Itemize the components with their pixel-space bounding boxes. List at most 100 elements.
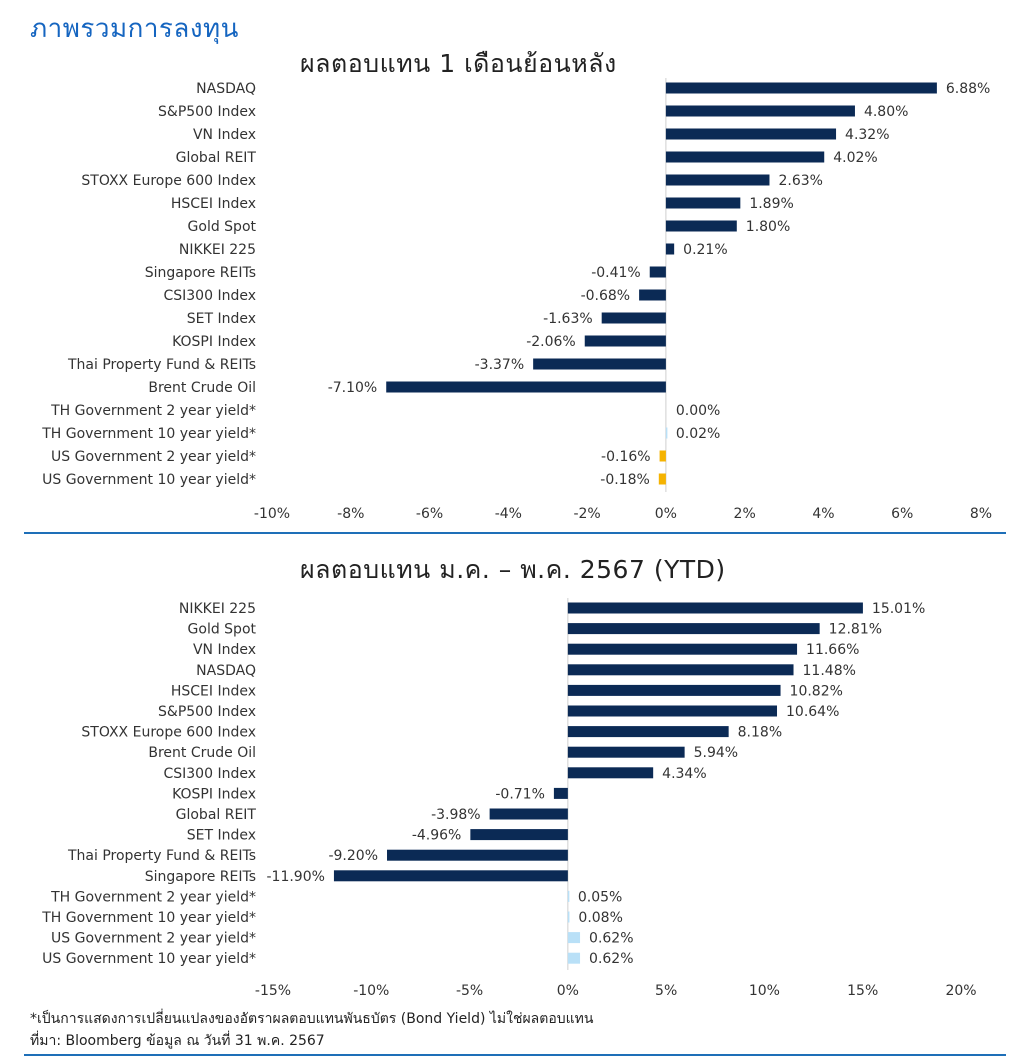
data-label: -7.10% xyxy=(328,380,378,396)
category-label: HSCEI Index xyxy=(171,196,256,212)
bar xyxy=(584,335,666,347)
bar xyxy=(567,911,570,923)
bar xyxy=(665,197,741,209)
category-label: NIKKEI 225 xyxy=(179,601,256,617)
category-label: NASDAQ xyxy=(196,663,256,679)
bar xyxy=(567,932,581,944)
category-label: Brent Crude Oil xyxy=(148,745,256,761)
bar xyxy=(665,243,675,255)
category-label: HSCEI Index xyxy=(171,683,256,699)
data-label: -3.37% xyxy=(475,357,525,373)
bar xyxy=(386,381,666,393)
data-label: 0.05% xyxy=(578,889,622,905)
data-label: 1.89% xyxy=(749,196,793,212)
data-label: 11.48% xyxy=(803,663,856,679)
x-tick-label: -10% xyxy=(353,983,389,999)
bar xyxy=(553,787,568,799)
footnote-source: ที่มา: Bloomberg ข้อมูล ณ วันที่ 31 พ.ค.… xyxy=(30,1033,325,1049)
bar xyxy=(533,358,666,370)
category-label: S&P500 Index xyxy=(158,104,256,120)
data-label: 10.64% xyxy=(786,704,839,720)
bar xyxy=(567,952,581,964)
x-tick-label: 8% xyxy=(970,506,992,522)
category-label: US Government 10 year yield* xyxy=(42,472,256,488)
bar xyxy=(665,82,937,94)
bar xyxy=(333,870,568,882)
category-label: KOSPI Index xyxy=(172,334,256,350)
data-label: 4.32% xyxy=(845,127,889,143)
bar xyxy=(639,289,666,301)
x-tick-label: 0% xyxy=(557,983,579,999)
bar xyxy=(665,105,855,117)
x-tick-label: -6% xyxy=(416,506,443,522)
data-label: 0.62% xyxy=(589,931,633,947)
category-label: S&P500 Index xyxy=(158,704,256,720)
data-label: 8.18% xyxy=(738,725,782,741)
section-divider-1 xyxy=(24,532,1006,534)
bar xyxy=(665,151,825,163)
chart-1-one-month-returns: NASDAQ 6.88% S&P500 Index 4.80% VN Index 4.32… xyxy=(41,78,992,522)
data-label: -0.41% xyxy=(591,265,641,281)
data-label: 5.94% xyxy=(694,745,738,761)
data-label: 4.02% xyxy=(833,150,877,166)
bar xyxy=(658,473,666,485)
x-tick-label: 0% xyxy=(655,506,677,522)
data-label: 0.02% xyxy=(676,426,720,442)
data-label: -0.68% xyxy=(581,288,631,304)
bar xyxy=(601,312,666,324)
category-label: US Government 2 year yield* xyxy=(51,931,256,947)
bar xyxy=(567,623,820,635)
category-label: SET Index xyxy=(187,828,256,844)
category-label: STOXX Europe 600 Index xyxy=(81,173,256,189)
bar xyxy=(567,890,570,902)
category-label: Thai Property Fund & REITs xyxy=(67,848,256,864)
category-label: TH Government 2 year yield* xyxy=(50,403,256,419)
x-tick-label: 5% xyxy=(655,983,677,999)
category-label: US Government 10 year yield* xyxy=(42,951,256,967)
bar xyxy=(567,705,778,717)
data-label: -0.71% xyxy=(495,786,545,802)
category-label: Singapore REITs xyxy=(145,265,256,281)
data-label: 4.34% xyxy=(662,766,706,782)
bar xyxy=(567,643,798,655)
data-label: 0.00% xyxy=(676,403,720,419)
category-label: Global REIT xyxy=(176,807,257,823)
category-label: Gold Spot xyxy=(188,219,257,235)
category-label: VN Index xyxy=(193,642,256,658)
x-tick-label: 20% xyxy=(945,983,976,999)
bar xyxy=(659,450,666,462)
bar xyxy=(567,602,863,614)
x-tick-label: -5% xyxy=(456,983,483,999)
category-label: Gold Spot xyxy=(188,622,257,638)
bar xyxy=(665,174,770,186)
data-label: 15.01% xyxy=(872,601,925,617)
data-label: 11.66% xyxy=(806,642,859,658)
chart-2-ytd-returns: NIKKEI 225 15.01% Gold Spot 12.81% VN Index 1… xyxy=(41,598,977,999)
x-tick-label: -4% xyxy=(495,506,522,522)
category-label: CSI300 Index xyxy=(163,288,256,304)
x-tick-label: -2% xyxy=(573,506,600,522)
category-label: NIKKEI 225 xyxy=(179,242,256,258)
bar xyxy=(567,664,794,676)
bar xyxy=(567,684,781,696)
chart-2-title: ผลตอบแทน ม.ค. – พ.ค. 2567 (YTD) xyxy=(300,555,726,584)
category-label: VN Index xyxy=(193,127,256,143)
data-label: -11.90% xyxy=(266,869,324,885)
category-label: NASDAQ xyxy=(196,81,256,97)
data-label: -3.98% xyxy=(431,807,481,823)
section-divider-2 xyxy=(24,1054,1006,1056)
category-label: Global REIT xyxy=(176,150,257,166)
bar xyxy=(665,220,737,232)
bar xyxy=(649,266,666,278)
category-label: TH Government 10 year yield* xyxy=(41,426,256,442)
bar xyxy=(567,746,685,758)
data-label: 2.63% xyxy=(778,173,822,189)
category-label: Brent Crude Oil xyxy=(148,380,256,396)
bar xyxy=(567,767,654,779)
data-label: 12.81% xyxy=(829,622,882,638)
bar xyxy=(489,808,568,820)
data-label: -0.16% xyxy=(601,449,651,465)
category-label: CSI300 Index xyxy=(163,766,256,782)
x-tick-label: 10% xyxy=(749,983,780,999)
category-label: KOSPI Index xyxy=(172,786,256,802)
